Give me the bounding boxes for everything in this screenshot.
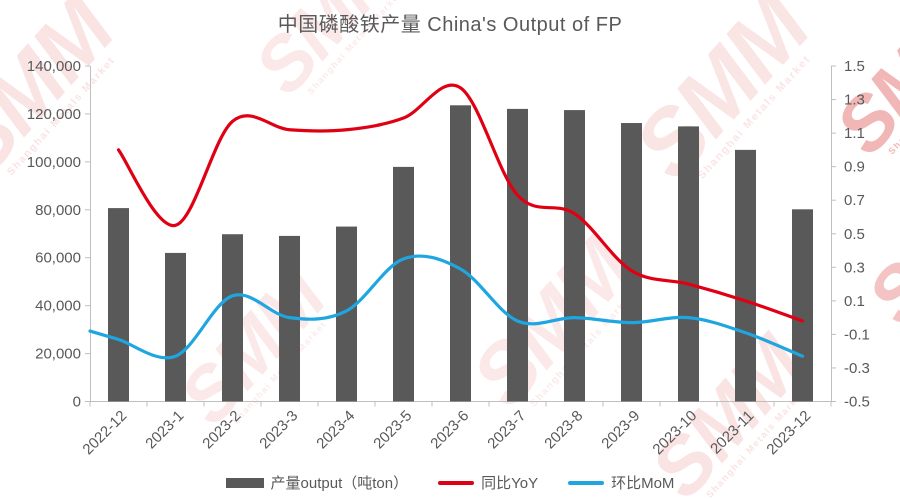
x-axis-label: 2023-3 (256, 407, 301, 452)
left-axis-tick-label: 40,000 (35, 298, 81, 315)
x-axis-label: 2022-12 (79, 407, 130, 458)
bar-swatch-icon (225, 477, 264, 488)
legend-label-mom: 环比MoM (611, 475, 675, 492)
mom-line-swatch-icon (568, 480, 605, 485)
bar-2022-12 (108, 208, 129, 402)
x-axis-label: 2023-9 (598, 407, 643, 452)
right-axis-tick-label: 1.5 (844, 58, 865, 75)
x-axis-label: 2023-5 (370, 407, 415, 452)
x-axis-label: 2023-7 (484, 407, 529, 452)
chart-title: 中国磷酸铁产量 China's Output of FP (277, 14, 623, 36)
left-axis-tick-label: 120,000 (27, 106, 81, 123)
bar-2023-4 (336, 226, 357, 402)
right-axis-tick-label: 0.1 (844, 293, 865, 310)
left-axis-tick-label: 60,000 (35, 250, 81, 267)
bar-2023-1 (165, 252, 186, 402)
x-axis-label: 2023-10 (649, 407, 700, 458)
mom-line (88, 254, 805, 360)
legend-item-yoy: 同比YoY (438, 472, 538, 493)
bar-2023-10 (678, 126, 699, 402)
bar-2023-2 (222, 234, 243, 402)
x-axis-label: 2023-4 (313, 407, 358, 452)
right-axis-tick-label: 0.7 (844, 192, 865, 209)
bar-2023-8 (564, 110, 585, 402)
bar-2023-6 (450, 105, 471, 402)
legend-label-output: 产量output（吨ton） (270, 475, 409, 492)
bar-2023-9 (621, 123, 642, 402)
bar-2023-7 (507, 108, 528, 402)
legend-item-output: 产量output（吨ton） (225, 472, 409, 493)
legend-label-yoy: 同比YoY (481, 475, 539, 492)
right-axis-tick-label: 0.9 (844, 159, 865, 176)
right-axis-tick-label: 0.3 (844, 259, 865, 276)
legend-item-mom: 环比MoM (568, 472, 674, 493)
yoy-line-swatch-icon (438, 480, 475, 485)
legend: 产量output（吨ton） 同比YoY 环比MoM (0, 472, 900, 493)
plot-area: 0 20,000 40,000 60,000 80,000 100,000 120,000 1… (27, 58, 870, 458)
right-axis-tick-label: 0.5 (844, 226, 865, 243)
right-axis-tick-label: -0.5 (844, 394, 870, 411)
left-axis-tick-label: 80,000 (35, 202, 81, 219)
yoy-line (116, 83, 805, 323)
right-axis-tick-label: 1.1 (844, 125, 865, 142)
right-axis-tick-label: -0.1 (844, 326, 870, 343)
left-axis-tick-label: 100,000 (27, 154, 81, 171)
left-axis-tick-label: 0 (73, 394, 81, 411)
right-axis-tick-label: -0.3 (844, 360, 870, 377)
left-axis-tick-label: 140,000 (27, 58, 81, 75)
x-axis-label: 2023-6 (427, 407, 472, 452)
x-axis-label: 2023-2 (199, 407, 244, 452)
left-axis-tick-label: 20,000 (35, 346, 81, 363)
bar-2023-11 (735, 149, 756, 402)
right-axis-tick-label: 1.3 (844, 92, 865, 109)
x-axis-label: 2023-8 (541, 407, 586, 452)
x-axis-label: 2023-11 (707, 407, 757, 457)
bar-2023-12 (792, 209, 813, 402)
x-axis-label: 2023-1 (142, 407, 187, 452)
x-axis-label: 2023-12 (763, 407, 814, 458)
bar-2023-5 (393, 166, 414, 402)
